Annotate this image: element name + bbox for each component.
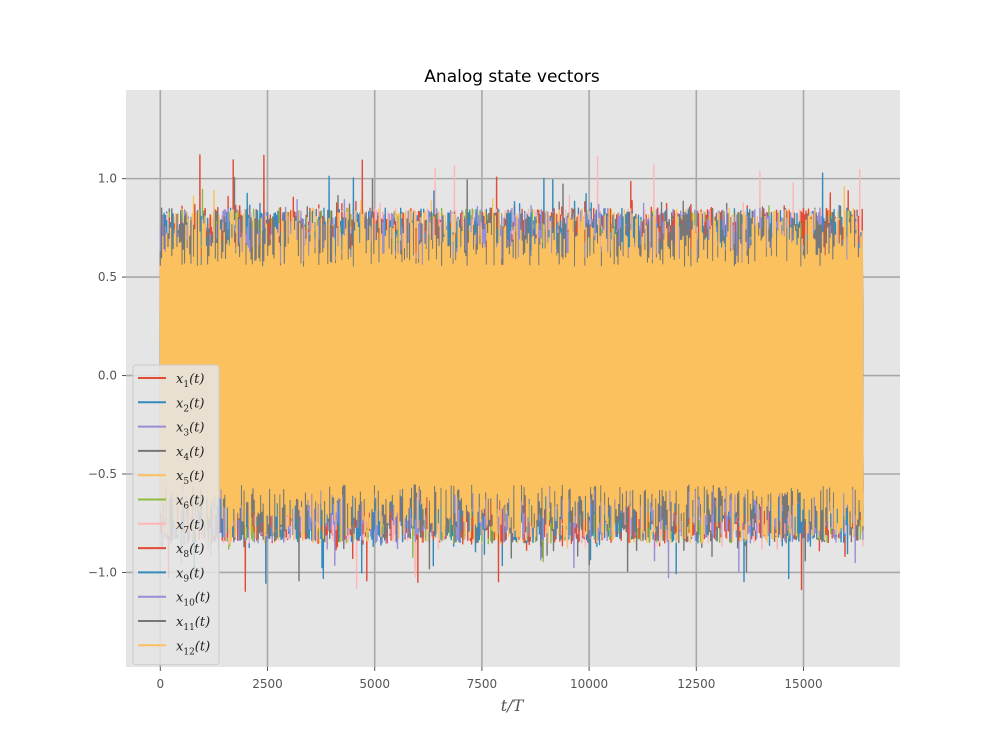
legend-box [132,364,220,666]
x-tick-label: 12500 [677,677,715,691]
y-tick-label: 0.0 [98,369,117,383]
tick-labels: 0 2500 5000 7500 10000 12500 15000 −1.0 −0.5 0.0 0… [88,172,823,691]
x-tick-label: 0 [156,677,164,691]
series-layer [159,154,864,592]
y-tick-label: 0.5 [98,270,117,284]
x-axis-label: t/T [501,696,525,715]
y-tick-label: 1.0 [98,172,117,186]
y-tick-label: −1.0 [88,565,117,579]
legend-label-9: x9(t) [176,566,204,584]
legend-label-12: x12(t) [176,639,210,657]
x-tick-label: 7500 [467,677,498,691]
legend-label-4: x4(t) [176,445,204,463]
legend-label-6: x6(t) [176,494,204,512]
y-tick-label: −0.5 [88,467,117,481]
legend-label-2: x2(t) [176,396,204,414]
legend-label-3: x3(t) [176,421,204,439]
legend-label-10: x10(t) [176,591,210,609]
x-tick-label: 10000 [570,677,608,691]
legend-label-1: x1(t) [176,372,204,390]
chart-title: Analog state vectors [424,67,600,87]
x-tick-label: 2500 [252,677,283,691]
legend: x1(t) x2(t) x3(t) x4(t) x5(t) x6(t) x7(t) x8(t)… [132,364,220,666]
series-line-12 [159,186,864,549]
legend-label-7: x7(t) [176,518,204,536]
legend-label-11: x11(t) [176,615,210,633]
x-tick-label: 15000 [784,677,822,691]
x-tick-label: 5000 [359,677,390,691]
legend-label-5: x5(t) [176,469,204,487]
legend-label-8: x8(t) [176,542,204,560]
